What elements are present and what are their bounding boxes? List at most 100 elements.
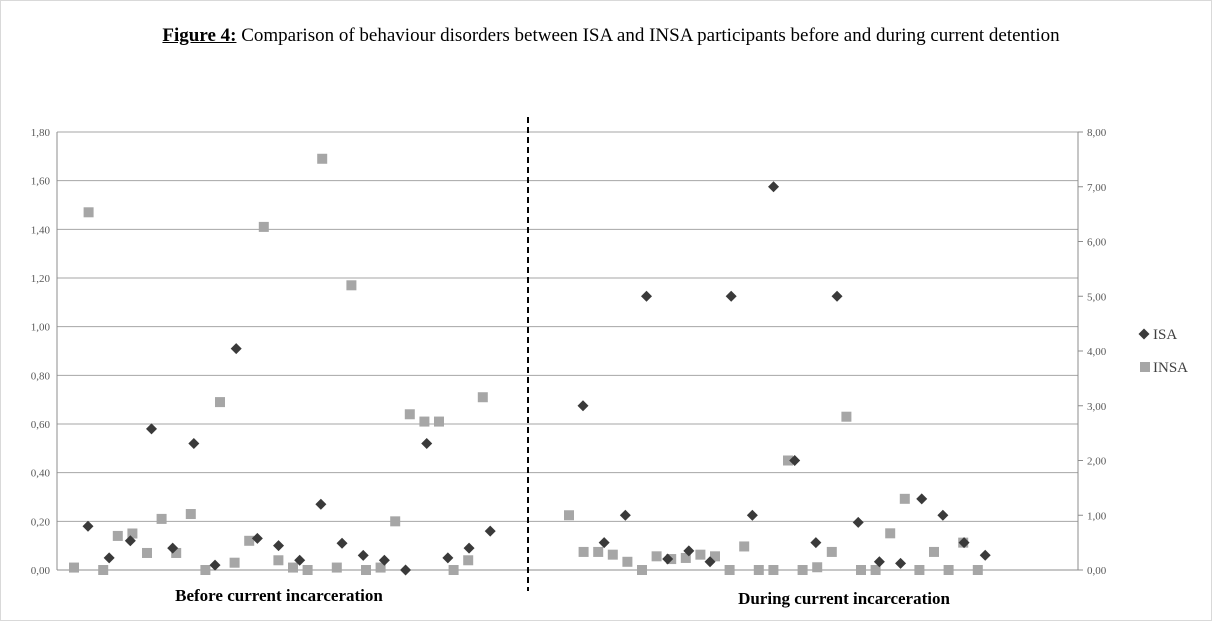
insa-point [768,565,779,575]
isa-point [188,437,200,449]
insa-point [622,556,633,567]
insa-point [477,392,488,403]
isa-point [82,520,94,532]
y-tick-right-label: 7,00 [1087,182,1107,194]
isa-point [378,554,390,566]
insa-point [361,565,371,575]
isa-point [577,400,589,412]
insa-point [419,416,430,427]
insa-point [448,565,459,575]
insa-point [346,280,357,291]
figure-title-text: Comparison of behaviour disorders betwee… [241,25,1060,46]
insa-point [244,535,255,546]
insa-point [637,565,647,575]
panel-label-before: Before current incarceration [175,586,383,605]
y-tick-left-label: 0,00 [31,565,51,577]
isa-point [852,516,864,528]
insa-point [288,562,298,573]
insa-point [390,516,401,527]
isa-point [336,537,348,549]
isa-point [873,556,885,568]
isa-point [315,498,327,510]
isa-point [641,290,653,302]
insa-point [972,565,983,575]
insa-point [797,565,808,575]
isa-point [463,542,475,554]
insa-point [171,547,182,558]
isa-point [619,509,631,521]
insa-point [578,546,589,557]
isa-point [937,509,949,521]
insa-point [375,562,386,573]
insa-point [463,555,474,566]
y-tick-right-label: 0,00 [1087,565,1107,577]
isa-point [484,525,496,537]
figure-title: Figure 4: Comparison of behaviour disord… [131,23,1091,49]
insa-point [229,557,240,568]
insa-point [317,153,328,164]
isa-point [810,537,822,549]
insa-point [680,552,691,563]
insa-point [899,493,910,504]
panel-label-during: During current incarceration [738,589,950,608]
insa-point [331,562,342,573]
isa-point [916,493,928,505]
insa-point [112,530,123,541]
isa-point [598,537,610,549]
insa-point [200,565,211,575]
isa-point [895,557,907,569]
y-tick-right-label: 2,00 [1087,456,1107,468]
isa-point [400,564,412,576]
y-tick-right-label: 4,00 [1087,346,1107,358]
insa-point [593,546,604,557]
isa-point [662,553,674,565]
legend-insa-label: INSA [1153,360,1188,376]
insa-point [651,551,662,562]
y-tick-left-label: 1,00 [31,322,51,334]
isa-point [167,542,179,554]
insa-point [870,565,881,575]
insa-point [753,565,764,575]
y-tick-right-label: 1,00 [1087,510,1107,522]
legend-isa-label: ISA [1153,327,1177,343]
isa-point [294,554,306,566]
insa-point [710,551,720,562]
isa-point [704,556,716,568]
insa-point [215,397,225,408]
insa-point [185,509,196,520]
isa-point [831,290,843,302]
y-tick-right-label: 6,00 [1087,237,1107,249]
y-tick-left-label: 1,60 [31,176,51,188]
isa-point [273,540,285,552]
isa-point [768,181,780,193]
insa-point [564,510,574,521]
isa-point [230,343,242,355]
insa-point [724,565,735,575]
isa-point [746,509,758,521]
insa-point [783,455,793,466]
insa-point [812,562,823,573]
insa-point [127,528,138,539]
insa-point [258,221,269,232]
y-tick-left-label: 0,20 [31,516,51,528]
insa-point [69,562,79,573]
y-tick-left-label: 1,80 [31,127,51,139]
insa-point [929,546,939,557]
isa-point [683,545,695,557]
insa-point [434,416,444,427]
insa-point [914,565,925,575]
y-tick-left-label: 1,20 [31,273,51,285]
isa-point [124,535,136,547]
insa-point [841,411,852,422]
y-tick-left-label: 0,40 [31,468,51,480]
legend-insa-marker [1140,362,1150,372]
insa-point [943,565,954,575]
insa-point [885,528,896,539]
insa-point [273,555,284,566]
y-tick-left-label: 1,40 [31,224,51,236]
insa-point [142,547,152,558]
insa-point [856,565,866,575]
isa-point [789,455,801,466]
